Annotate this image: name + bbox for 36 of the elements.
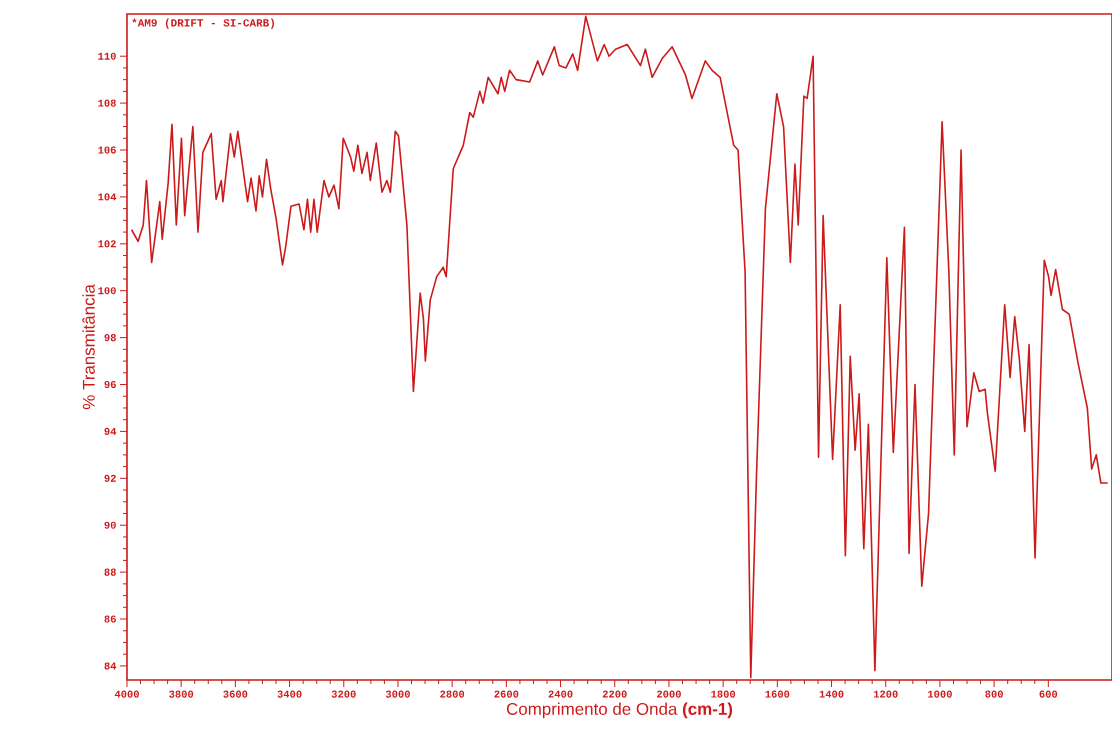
x-tick-label: 2800 [440,690,465,698]
x-tick-label: 1400 [819,690,844,698]
x-tick-label: 2400 [548,690,573,698]
x-tick-label: 3000 [385,690,410,698]
y-tick-label: 94 [104,427,117,435]
x-tick-label: 600 [1039,690,1058,698]
x-tick-label: 3600 [223,690,248,698]
y-tick-label: 110 [98,52,116,60]
x-tick-label: 2200 [602,690,627,698]
x-tick-label: 1800 [711,690,736,698]
y-tick-label: 86 [104,615,116,623]
y-tick-label: 90 [104,521,116,529]
y-tick-label: 104 [98,193,117,201]
y-tick-label: 96 [104,380,116,389]
y-tick-label: 108 [98,99,116,107]
x-tick-label: 2000 [657,690,681,698]
y-tick-label: 92 [104,474,116,482]
y-tick-label: 102 [98,240,116,248]
y-axis-title: % Transmitância [82,284,95,410]
line-series [130,15,1109,679]
x-tick-label: 1000 [928,690,952,698]
x-tick-label: 800 [985,690,1003,698]
x-tick-label: 1200 [873,690,898,698]
x-tick-label: 3200 [331,690,356,698]
x-axis-title: Comprimento de Onda (cm-1) [506,702,733,719]
chart-title: *AM9 (DRIFT - SI-CARB) [132,18,274,29]
y-tick-label: 98 [104,334,116,342]
x-tick-label: 3800 [169,690,194,698]
x-tick-label: 2600 [494,690,519,698]
y-tick-label: 106 [98,146,116,154]
y-tick-label: 84 [104,662,117,670]
y-tick-label: 88 [104,568,116,576]
x-tick-label: 3400 [277,690,302,698]
y-tick-label: 100 [98,287,116,295]
x-tick-label: 1600 [765,690,790,698]
x-tick-label: 4000 [114,690,139,698]
